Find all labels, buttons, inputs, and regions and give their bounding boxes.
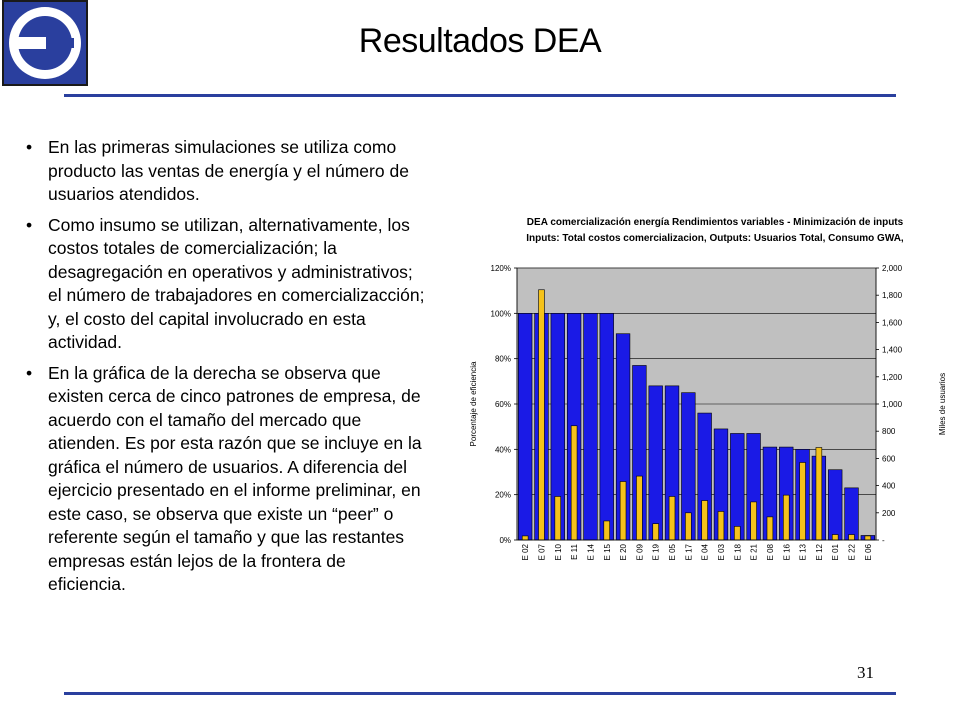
- category-label: E 22: [848, 543, 857, 560]
- category-label: E 12: [815, 543, 824, 560]
- efficiency-bar: [583, 313, 598, 541]
- bullet-list: • En las primeras simulaciones se utiliza…: [26, 136, 426, 604]
- category-label: E 16: [782, 543, 791, 560]
- category-label: E 21: [750, 543, 759, 560]
- y-tick-label: 20%: [495, 491, 511, 500]
- category-label: E 17: [684, 543, 693, 560]
- category-label: E 03: [717, 543, 726, 560]
- users-bar: [652, 523, 659, 541]
- users-bar: [831, 534, 839, 541]
- page-number: 31: [857, 663, 874, 682]
- y-tick-label: 120%: [491, 264, 511, 273]
- y2-tick-label: 1,000: [882, 400, 903, 409]
- y-tick-label: 60%: [495, 400, 511, 409]
- y2-tick-label: 400: [882, 482, 896, 491]
- users-bar: [783, 494, 790, 541]
- category-label: E 10: [554, 543, 563, 560]
- y2-tick-label: 1,200: [882, 373, 903, 382]
- category-label: E 04: [701, 543, 710, 560]
- users-bar: [668, 496, 676, 541]
- users-bar: [750, 501, 757, 541]
- y-tick-label: 40%: [495, 445, 511, 454]
- efficiency-bar: [828, 469, 843, 541]
- efficiency-bar: [844, 487, 859, 541]
- category-label: E 14: [586, 543, 595, 560]
- y2-tick-label: 1,400: [882, 346, 903, 355]
- category-label: E 20: [619, 543, 628, 560]
- category-label: E 01: [831, 543, 840, 560]
- users-bar: [685, 512, 692, 541]
- efficiency-bar: [730, 433, 745, 541]
- page-title: Resultados DEA: [358, 22, 602, 60]
- y2-tick-label: -: [882, 536, 885, 545]
- category-label: E 13: [799, 543, 808, 560]
- users-bar: [521, 535, 529, 541]
- category-label: E 07: [537, 543, 546, 560]
- bottom-divider: [64, 692, 896, 695]
- users-bar: [570, 425, 578, 541]
- users-bar: [538, 289, 545, 541]
- category-label: E 08: [766, 543, 775, 560]
- users-bar: [799, 462, 806, 541]
- users-bar: [603, 520, 610, 541]
- top-divider: [64, 94, 896, 97]
- chart-title: DEA comercialización energía Rendimiento…: [527, 217, 904, 228]
- category-label: E 15: [603, 543, 612, 560]
- users-bar: [717, 511, 725, 541]
- y2-tick-label: 2,000: [882, 264, 903, 273]
- y-tick-label: 0%: [499, 536, 511, 545]
- users-bar: [636, 475, 643, 541]
- category-label: E 09: [635, 543, 644, 560]
- bullet-text: En las primeras simulaciones se utiliza …: [48, 137, 409, 204]
- users-bar: [864, 535, 872, 541]
- efficiency-bar: [648, 385, 663, 541]
- y-tick-label: 100%: [491, 309, 511, 318]
- users-bar: [619, 481, 627, 541]
- y-tick-label: 80%: [495, 355, 511, 364]
- category-label: E 02: [521, 543, 530, 560]
- y2-tick-label: 200: [882, 509, 896, 518]
- category-label: E 06: [864, 543, 873, 560]
- dea-chart: DEA comercialización energía Rendimiento…: [469, 217, 947, 560]
- users-bar: [815, 447, 823, 541]
- category-label: E 19: [652, 543, 661, 560]
- users-bar: [554, 496, 562, 541]
- bullet-item: • En la gráfica de la derecha se observa …: [26, 362, 422, 595]
- bullet-item: • En las primeras simulaciones se utiliza…: [26, 137, 409, 204]
- efficiency-bar: [518, 313, 533, 541]
- y-axis-label: Porcentaje de eficiencia: [469, 361, 478, 446]
- category-label: E 05: [668, 543, 677, 560]
- y2-tick-label: 1,800: [882, 291, 903, 300]
- category-label: E 18: [733, 543, 742, 560]
- users-bar: [701, 500, 708, 541]
- bullet-text: En la gráfica de la derecha se observa q…: [48, 362, 422, 595]
- category-label: E 11: [570, 543, 579, 559]
- y2-tick-label: 600: [882, 454, 896, 463]
- users-bar: [766, 516, 774, 541]
- logo: [2, 0, 88, 86]
- efficiency-bar: [599, 313, 614, 541]
- chart-subtitle: Inputs: Total costos comercializacion, O…: [526, 233, 904, 244]
- bullet-text: Como insumo se utilizan, alternativament…: [48, 214, 425, 353]
- bullet-item: • Como insumo se utilizan, alternativamen…: [26, 214, 425, 353]
- y2-axis-label: Miles de usuarios: [938, 373, 947, 435]
- y2-tick-label: 1,600: [882, 318, 903, 327]
- users-bar: [734, 526, 741, 541]
- y2-tick-label: 800: [882, 427, 896, 436]
- users-bar: [848, 534, 855, 541]
